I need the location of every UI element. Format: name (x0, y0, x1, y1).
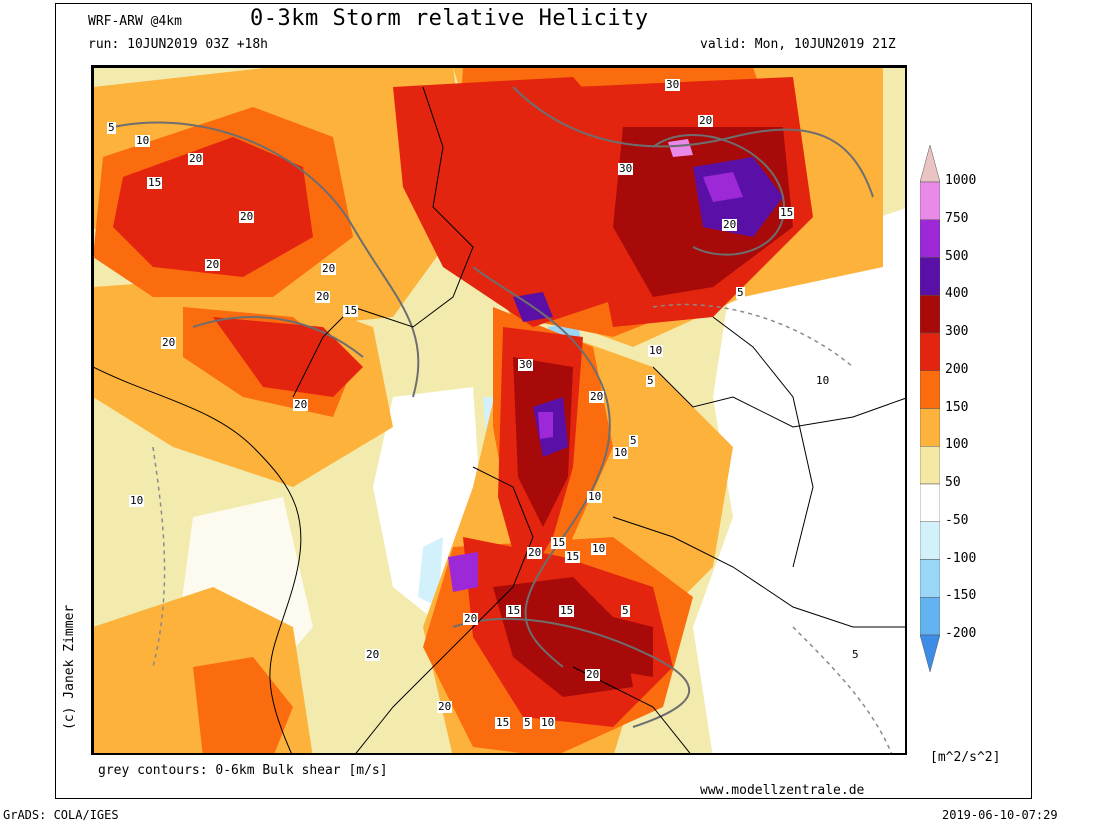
colorbar-label: 400 (945, 286, 969, 302)
colorbar-segment (920, 295, 940, 334)
colorbar-label: 1000 (945, 173, 977, 188)
contour-label: 5 (629, 434, 638, 447)
contour-label: 15 (559, 604, 575, 617)
unit-label: [m^2/s^2] (930, 750, 1001, 765)
figure-frame (55, 3, 1032, 799)
contour-label: 20 (722, 218, 738, 231)
contour-label: 10 (613, 446, 629, 459)
contour-label: 20 (205, 258, 221, 271)
colorbar-segment (920, 446, 940, 485)
contour-label: 20 (585, 668, 601, 681)
contour-label: 15 (565, 550, 581, 563)
contour-label: 20 (239, 210, 255, 223)
contour-label: 30 (518, 358, 534, 371)
contour-label: 20 (589, 390, 605, 403)
contour-label: 30 (618, 162, 634, 175)
contour-label: 10 (540, 716, 556, 729)
colorbar-segment (920, 145, 940, 183)
contour-label: 10 (129, 494, 145, 507)
colorbar-segment (920, 257, 940, 296)
contour-label: 5 (107, 121, 116, 134)
timestamp-label: 2019-06-10-07:29 (942, 808, 1058, 822)
colorbar-segment (920, 483, 940, 522)
colorbar-label: -50 (945, 512, 969, 528)
contour-label: 20 (293, 398, 309, 411)
run-label: run: 10JUN2019 03Z +18h (88, 37, 269, 52)
contour-label: 15 (147, 176, 163, 189)
colorbar-segment (920, 219, 940, 258)
contour-label: 10 (591, 542, 607, 555)
map-title: 0-3km Storm relative Helicity (250, 6, 649, 31)
contour-label: 5 (523, 716, 532, 729)
contour-label: 15 (495, 716, 511, 729)
colorbar-segment (920, 521, 940, 560)
contour-label: 10 (815, 374, 831, 387)
colorbar-segment (920, 181, 940, 220)
contour-label: 5 (646, 374, 655, 387)
contour-label: 20 (698, 114, 714, 127)
contour-label: 20 (321, 262, 337, 275)
colorbar-segment (920, 332, 940, 371)
colorbar-label: -100 (945, 550, 977, 566)
colorbar-segment (920, 597, 940, 636)
contour-label: 15 (343, 304, 359, 317)
contour-label: 20 (161, 336, 177, 349)
contour-label: 15 (506, 604, 522, 617)
colorbar-label: 500 (945, 248, 969, 264)
website-label: www.modellzentrale.de (700, 783, 865, 798)
colorbar-label: 200 (945, 361, 969, 377)
colorbar (920, 145, 940, 672)
colorbar-segment (920, 559, 940, 598)
contour-label: 5 (621, 604, 630, 617)
contour-label: 10 (135, 134, 151, 147)
copyright-label: (c) Janek Zimmer (62, 604, 77, 730)
helicity-map: 30 30 20 15 20 15 20 20 20 15 5 10 10 30… (91, 65, 907, 755)
software-label: GrADS: COLA/IGES (3, 808, 119, 822)
contour-label: 20 (365, 648, 381, 661)
model-label: WRF-ARW @4km (88, 14, 182, 29)
contour-label: 10 (587, 490, 603, 503)
contour-label: 20 (315, 290, 331, 303)
colorbar-segment (920, 408, 940, 447)
contour-label: 20 (463, 612, 479, 625)
contour-label: 20 (188, 152, 204, 165)
colorbar-label: 300 (945, 324, 969, 339)
contour-label: 5 (736, 286, 745, 299)
contour-label: 15 (779, 206, 795, 219)
colorbar-segment (920, 634, 940, 672)
colorbar-label: 50 (945, 475, 961, 490)
colorbar-label: 750 (945, 210, 969, 226)
contour-label: 20 (437, 700, 453, 713)
contours-note: grey contours: 0-6km Bulk shear [m/s] (98, 763, 388, 778)
contour-label: 5 (851, 648, 860, 661)
contour-label: 15 (551, 536, 567, 549)
contour-label: 30 (665, 78, 681, 91)
colorbar-label: -150 (945, 588, 977, 604)
valid-label: valid: Mon, 10JUN2019 21Z (700, 37, 896, 52)
contour-label: 20 (527, 546, 543, 559)
colorbar-label: 100 (945, 437, 969, 453)
colorbar-label: 150 (945, 399, 969, 415)
colorbar-label: -200 (945, 626, 977, 641)
map-canvas (93, 67, 905, 753)
contour-label: 10 (648, 344, 664, 357)
colorbar-segment (920, 370, 940, 409)
